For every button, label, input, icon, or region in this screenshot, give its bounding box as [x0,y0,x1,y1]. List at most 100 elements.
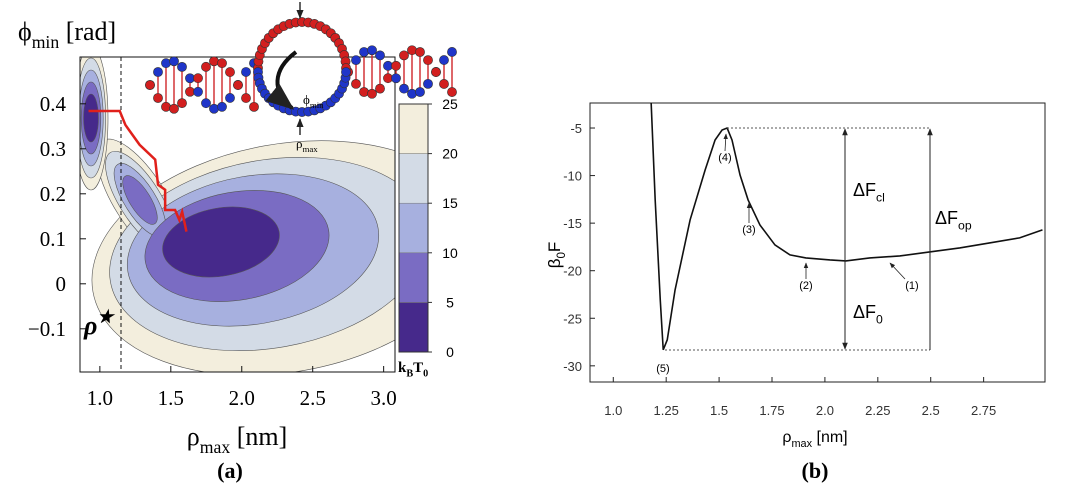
y-tick-label: 0 [56,272,67,296]
dna-bead [375,50,385,61]
dna-bead [225,67,235,77]
point-label: (4) [718,152,731,164]
delta-label-part: cl [876,190,885,204]
dna-bead [153,93,163,103]
y-tick-label: 0.4 [40,92,67,116]
y-tick-label: −0.1 [28,317,66,341]
dna-bead [431,67,441,77]
point-label: (5) [656,363,669,375]
delta-label-part: ΔF [935,208,958,228]
x-axis-label-part: ρ [782,429,791,446]
x-tick-label: 1.5 [158,386,184,410]
dna-bead [447,47,457,57]
x-tick-label: 2.0 [229,386,255,410]
dna-bead [447,87,457,97]
contour-area [80,57,395,372]
colorbar-label-part: T [413,360,423,376]
dna-bead [399,83,409,94]
colorbar-band [398,302,429,353]
y-axis-label-part: ϕ [18,17,32,46]
dna-bead [193,86,203,97]
point-label: (3) [742,224,755,236]
x-axis-label: ρmax [nm] [782,429,847,450]
colorbar-tick-label: 5 [446,294,454,310]
inset-label-part: ρ [296,136,303,151]
dna-bead [359,47,369,57]
dna-bead [201,98,211,109]
dna-bead [145,80,155,90]
x-tick-label: 1.75 [759,403,784,418]
inset-label: ρmax [296,136,318,154]
dna-bead [415,47,425,57]
y-tick-label: 0.2 [40,182,66,206]
x-axis-label-part: max [792,438,813,450]
dna-bead [201,61,211,72]
dna-bead [391,60,401,71]
dna-bead [407,45,417,56]
dna-bead [375,83,385,94]
inset-label: ϕmin [303,92,324,110]
y-tick-label: -10 [563,169,582,184]
dna-bead [193,73,203,84]
dna-bead [407,88,417,99]
delta-label: ΔFop [935,208,972,232]
dna-bead [439,79,449,89]
x-tick-label: 2.5 [922,403,940,418]
dna-bead [169,103,179,114]
colorbar-label-part: k [398,360,407,376]
x-axis-label-part: ρ [187,422,200,451]
y-axis-label: β0F [545,242,568,269]
dna-bead [177,61,187,72]
dna-bead [177,98,187,109]
point-arrow [723,133,728,152]
dna-bead [217,58,227,69]
dna-bead [423,78,433,89]
delta-label-part: ΔF [853,180,876,200]
contour-region [83,93,99,143]
transition-path [88,109,188,232]
y-tick-label: -20 [563,264,582,279]
dna-bead [399,50,409,61]
plot-frame [79,56,396,373]
dna-bead [217,101,227,112]
dna-bead [209,103,219,114]
point-label: (1) [905,280,918,292]
colorbar-tick-label: 15 [442,195,458,211]
dna-bead [209,56,219,67]
y-tick-label: -25 [563,311,582,326]
x-axis-label: ρmax [nm] [187,422,287,457]
dna-bead [233,80,243,90]
inset-label-part: max [303,144,319,154]
contour-region [122,175,158,225]
dna-bead [359,87,369,97]
delta-label: ΔFcl [853,180,885,204]
x-tick-label: 3.0 [371,386,397,410]
y-axis-label-part: F [545,242,564,252]
dna-bead [249,101,259,112]
x-tick-label: 1.0 [87,386,113,410]
dna-bead [415,87,425,97]
y-tick-label: -5 [570,121,582,136]
inset-label-part: ϕ [303,92,310,107]
plot-frame [589,102,1046,383]
dna-bead [161,58,171,69]
x-axis-label-part: [nm] [230,422,287,451]
delta-label-part: op [958,218,972,232]
dna-bead [367,88,377,99]
y-tick-label: -30 [563,359,582,374]
x-tick-label: 2.0 [816,403,834,418]
dna-bead [241,93,251,103]
x-axis-label-part: [nm] [812,429,848,446]
y-tick-label: 0.3 [40,137,66,161]
delta-label-part: 0 [876,312,883,326]
dna-bead [391,73,401,84]
y-axis-label-part: min [32,32,60,52]
delta-label: ΔF0 [853,302,883,326]
inset-label-part: min [310,100,324,110]
colorbar-label-part: B [406,369,413,380]
delta-label-part: ΔF [853,302,876,322]
x-tick-label: 1.0 [604,403,622,418]
dna-bead [161,101,171,112]
colorbar-tick-label: 20 [442,146,458,162]
y-axis-label-part: β [545,258,564,268]
